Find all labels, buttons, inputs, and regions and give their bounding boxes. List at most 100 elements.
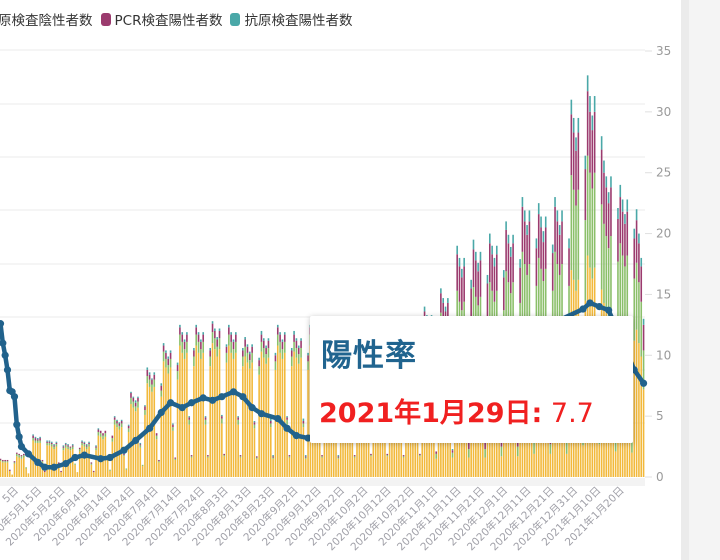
bar-segment [293,334,295,342]
positive-rate-point [208,396,217,404]
bar-segment [258,374,260,477]
legend-item-antigen-negative[interactable]: 原検査陰性者数 [0,9,93,29]
bar-segment [109,470,111,477]
bar-segment [209,356,211,367]
bar-segment [113,419,116,425]
bar-segment [265,354,267,364]
bar-segment [558,274,561,339]
bar-segment [78,447,81,450]
bar-segment [251,352,253,363]
bar-segment [633,278,636,341]
bar-segment [288,455,291,457]
bar-segment [307,355,309,362]
bar-segment [209,350,211,357]
scrollbar-panel[interactable] [681,0,720,560]
bar-segment [258,360,260,367]
bar-segment [148,374,151,380]
positive-rate-point [257,410,266,418]
bar-segment [577,132,580,190]
bar-segment [111,438,114,442]
bar-segment [370,453,372,456]
bar-segment [195,327,198,335]
tooltip-date: 2021年1月29日: [319,398,543,429]
bar-segment [281,341,284,350]
bar-segment [183,339,186,342]
bar-segment [386,455,389,457]
bar-segment [249,368,251,477]
bar-segment [321,456,323,458]
bar-segment [16,456,18,477]
bar-segment [202,334,205,342]
bar-segment [214,330,216,339]
bar-segment [83,442,86,445]
bar-segment [586,75,589,92]
bar-segment [530,414,533,477]
bar-segment [53,449,55,477]
bar-segment [158,461,160,463]
bar-segment [468,449,470,458]
bar-segment [148,386,151,477]
bar-segment [95,450,97,477]
bar-segment [57,462,60,464]
tooltip: 陽性率 2021年1月29日: 7.7 [310,316,633,443]
positive-rate-point [579,305,587,313]
bar-segment [300,338,302,341]
bar-segment [116,421,118,424]
bar-segment [127,425,130,429]
bar-segment [172,430,174,477]
bar-segment [290,366,293,477]
bar-segment [509,246,512,257]
bar-segment [568,238,570,249]
bar-segment [495,254,498,291]
bar-segment [46,440,48,442]
bar-segment [416,422,419,477]
bar-segment [242,356,244,367]
bar-segment [465,425,468,477]
positive-rate-point [17,442,26,451]
bar-segment [223,456,225,477]
bar-segment [262,340,265,348]
bar-segment [237,417,239,420]
bar-segment [572,117,575,133]
bar-segment [304,458,307,477]
bar-segment [274,352,277,356]
bar-segment [265,347,267,355]
legend-item-pcr-positive[interactable]: PCR検査陽性者数 [100,9,223,29]
legend-item-antigen-positive[interactable]: 抗原検査陽性者数 [230,9,352,29]
bar-segment [64,445,67,448]
legend-label: PCR検査陽性者数 [114,13,223,29]
bar-segment [179,345,181,477]
bar-segment [118,423,121,426]
bar-segment [633,228,636,239]
bar-segment [235,352,237,477]
bar-segment [223,453,225,456]
bar-segment [186,341,188,353]
bar-segment [202,341,205,353]
bar-segment [516,440,519,447]
bar-segment [542,231,545,243]
bar-segment [134,406,137,412]
bar-segment [167,365,170,374]
bar-segment [179,327,181,335]
bar-segment [521,197,524,207]
bar-segment [353,457,356,477]
bar-segment [23,455,25,458]
bar-segment [600,136,603,150]
bar-segment [130,393,132,398]
bar-segment [269,421,272,424]
bar-segment [20,455,23,457]
bar-segment [507,234,510,244]
bar-segment [165,352,167,359]
bar-segment [60,472,62,477]
bar-segment [279,334,281,342]
bar-segment [479,251,482,261]
positive-rate-point [41,463,49,471]
bar-segment [549,453,552,477]
bar-segment [130,397,132,404]
bar-segment [475,260,477,297]
bar-segment [228,327,230,335]
bar-segment [169,358,172,368]
bar-segment [274,369,277,477]
legend-swatch-icon [100,12,111,26]
y-tick-label: 10 [656,348,671,362]
